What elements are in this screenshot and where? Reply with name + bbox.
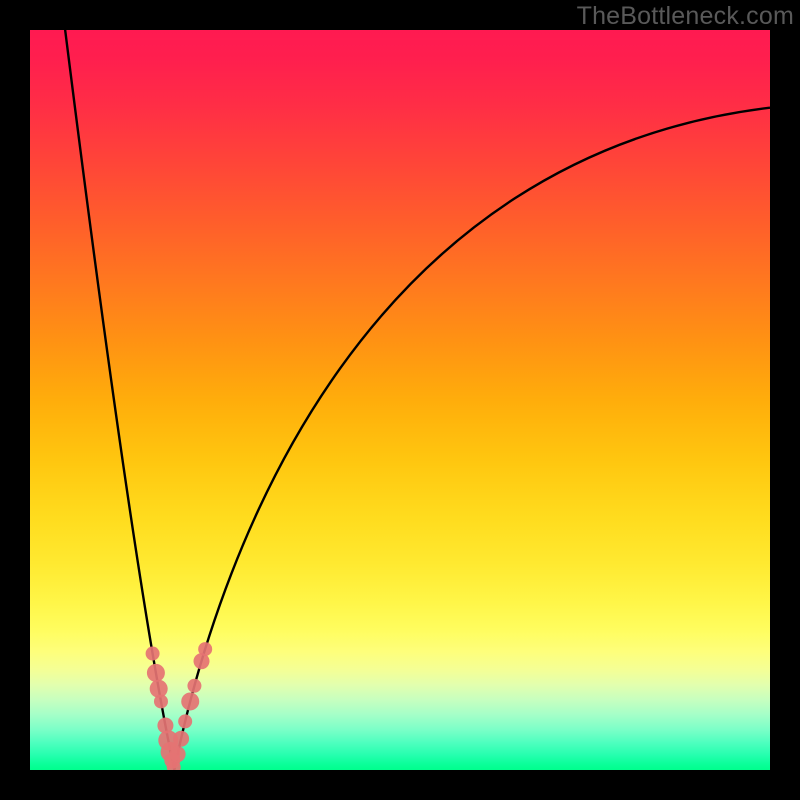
- data-marker: [173, 731, 189, 747]
- plot-area: [30, 30, 770, 770]
- data-marker: [187, 679, 201, 693]
- data-marker: [170, 746, 186, 762]
- curve-right: [174, 108, 770, 770]
- data-marker: [198, 642, 212, 656]
- data-marker: [181, 692, 199, 710]
- curve-left: [63, 30, 174, 770]
- data-marker: [154, 694, 168, 708]
- data-marker: [146, 647, 160, 661]
- data-markers: [146, 642, 213, 770]
- chart-container: TheBottleneck.com: [0, 0, 800, 800]
- data-marker: [158, 730, 178, 750]
- data-marker: [147, 664, 165, 682]
- data-marker: [178, 714, 192, 728]
- data-marker: [150, 680, 168, 698]
- data-marker: [157, 718, 173, 734]
- gradient-background: [30, 30, 770, 770]
- data-marker: [161, 742, 181, 762]
- watermark-text: TheBottleneck.com: [577, 0, 800, 31]
- data-marker: [164, 753, 180, 769]
- data-marker: [167, 760, 181, 770]
- data-marker: [194, 653, 210, 669]
- chart-svg: [30, 30, 770, 770]
